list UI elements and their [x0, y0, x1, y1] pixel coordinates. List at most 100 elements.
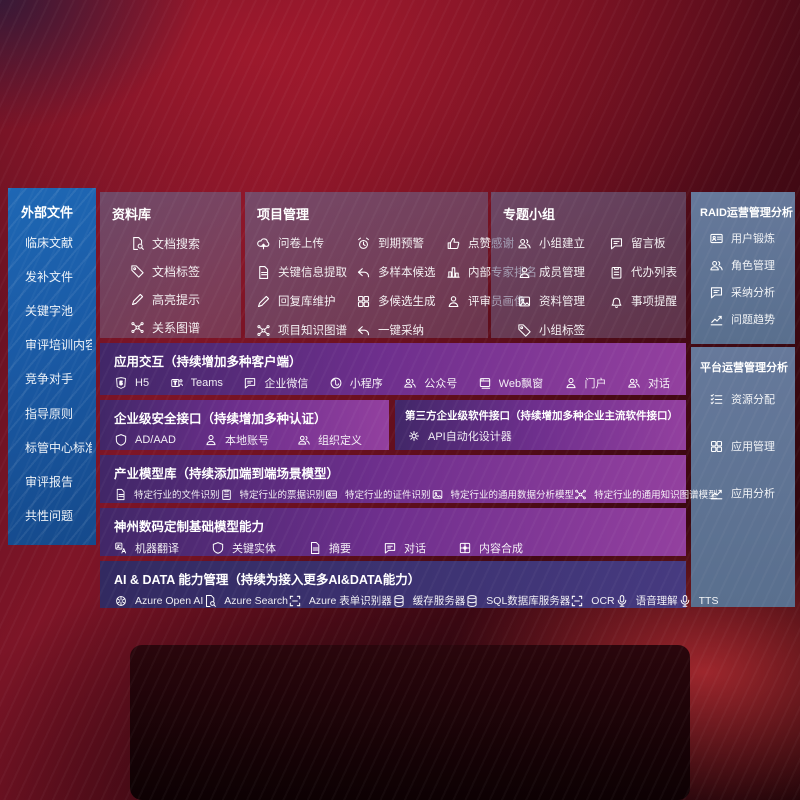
sidebar-item[interactable]: 审评培训内容 [25, 336, 92, 353]
item-label: 摘要 [329, 543, 351, 555]
mic-icon [617, 594, 626, 607]
sidebar-item[interactable]: 审评报告 [25, 473, 92, 490]
project-item[interactable]: 关键信息提取 [256, 264, 352, 280]
people-icon [404, 378, 416, 388]
item-label: Azure 表单识别器 [308, 595, 392, 607]
service-item[interactable]: SQL数据库服务器 [465, 593, 570, 608]
cloud-icon [257, 237, 270, 249]
client-item[interactable]: 公众号 [403, 375, 457, 391]
repository-item[interactable]: 文档搜索 [130, 235, 241, 252]
client-item[interactable]: 门户 [564, 375, 607, 391]
platform-item[interactable]: 资源分配 [709, 391, 795, 407]
item-label: 应用管理 [731, 441, 775, 453]
thirdparty-interface-band: 第三方企业级软件接口（持续增加多种企业主流软件接口） API自动化设计器 [395, 400, 686, 450]
project-item[interactable]: 问卷上传 [256, 235, 352, 251]
model-item[interactable]: 特定行业的通用数据分析模型 [431, 487, 574, 501]
service-item[interactable]: 缓存服务器 [392, 593, 465, 608]
frame-icon [289, 595, 301, 606]
client-item[interactable]: Teams [170, 376, 223, 390]
capability-item[interactable]: 内容合成 [458, 540, 523, 556]
capability-item[interactable]: 对话 [383, 540, 426, 556]
service-item[interactable]: Azure 表单识别器 [288, 593, 392, 608]
platform-item[interactable]: 应用分析 [709, 485, 795, 501]
service-item[interactable]: TTS [678, 594, 718, 608]
auth-item[interactable]: AD/AAD [114, 433, 176, 447]
repository-item[interactable]: 关系图谱 [130, 319, 241, 336]
service-item[interactable]: Azure Search [203, 594, 288, 608]
pen-icon [131, 293, 144, 306]
person-icon [565, 378, 576, 389]
model-item[interactable]: 特定行业的票据识别 [220, 487, 325, 501]
topic-item[interactable]: 资料管理 [517, 293, 609, 309]
repository-item[interactable]: 高亮提示 [130, 291, 241, 308]
raid-item[interactable]: 采纳分析 [709, 284, 795, 300]
item-label: 审评培训内容 [25, 338, 92, 353]
client-item[interactable]: Web飘窗 [478, 375, 543, 391]
rank-icon [447, 266, 460, 278]
topic-item[interactable]: 事项提醒 [609, 293, 682, 309]
sidebar-item[interactable]: 临床文献 [25, 234, 92, 251]
model-item[interactable]: 特定行业的文件识别 [114, 487, 220, 501]
band-title: 企业级安全接口（持续增加多种认证） [114, 412, 327, 426]
sidebar-item[interactable]: 指导原则 [25, 405, 92, 422]
project-item[interactable]: 一键采纳 [356, 322, 442, 338]
item-label: 角色管理 [731, 260, 775, 272]
project-item[interactable]: 多候选生成 [356, 293, 442, 309]
repository-item[interactable]: 文档标签 [130, 263, 241, 280]
item-label: 资料管理 [539, 296, 585, 308]
client-item[interactable]: 小程序 [329, 375, 383, 391]
topic-item[interactable]: 成员管理 [517, 264, 609, 280]
item-label: 关键字池 [25, 304, 74, 319]
project-item[interactable]: 到期预警 [356, 235, 442, 251]
item-label: 特定行业的文件识别 [134, 490, 220, 501]
band-title: 产业模型库（持续添加端到端场景模型） [114, 467, 340, 481]
raid-item[interactable]: 用户锻炼 [709, 230, 795, 246]
model-item[interactable]: 特定行业的证件识别 [325, 487, 431, 501]
trend-icon [710, 315, 723, 325]
sidebar-item[interactable]: 竞争对手 [25, 370, 92, 387]
gear-icon [408, 430, 420, 442]
industry-model-band: 产业模型库（持续添加端到端场景模型） 特定行业的文件识别 特定行业的票据识别 特定行… [100, 455, 718, 503]
swirl-icon [116, 595, 126, 606]
client-item[interactable]: H5 [114, 376, 149, 390]
project-item[interactable]: 多样本候选 [356, 264, 442, 280]
project-item[interactable]: 回复库维护 [256, 293, 352, 309]
topic-item[interactable]: 留言板 [609, 235, 682, 251]
item-label: 共性问题 [25, 509, 74, 524]
platform-item[interactable]: 应用管理 [709, 438, 795, 454]
capability-item[interactable]: 机器翻译 [114, 540, 179, 556]
service-item[interactable]: 语音理解 [615, 593, 678, 608]
item-label: 审评报告 [25, 475, 74, 490]
raid-item[interactable]: 角色管理 [709, 257, 795, 273]
auth-item[interactable]: 组织定义 [297, 432, 362, 448]
item-label: API自动化设计器 [428, 431, 512, 443]
item-label: 成员管理 [539, 267, 585, 279]
topic-item[interactable]: 小组建立 [517, 235, 609, 251]
sidebar-item[interactable]: 标管中心标准 [25, 439, 92, 456]
raid-item[interactable]: 问题趋势 [709, 311, 795, 327]
capability-item[interactable]: 关键实体 [211, 540, 276, 556]
item-label: 到期预警 [378, 238, 424, 250]
people-icon [628, 378, 640, 388]
sidebar-item[interactable]: 关键字池 [25, 302, 92, 319]
topic-item[interactable]: 小组标签 [517, 322, 609, 338]
api-item[interactable]: API自动化设计器 [407, 428, 512, 444]
model-item[interactable]: 特定行业的通用知识图谱模型 [574, 487, 718, 501]
topic-item[interactable]: 代办列表 [609, 264, 682, 280]
capability-item[interactable]: 摘要 [308, 540, 351, 556]
item-label: 多候选生成 [378, 296, 436, 308]
doc-icon [116, 488, 125, 500]
doc-search-icon [133, 237, 144, 250]
client-item[interactable]: 对话 [627, 375, 670, 391]
service-item[interactable]: OCR [570, 594, 615, 608]
sidebar-item[interactable]: 发补文件 [25, 268, 92, 285]
chat-icon [245, 378, 256, 389]
item-label: 公众号 [424, 378, 458, 390]
arrow-icon [357, 267, 370, 277]
sidebar-item[interactable]: 共性问题 [25, 507, 92, 524]
auth-item[interactable]: 本地账号 [204, 432, 269, 448]
project-item[interactable]: 项目知识图谱 [256, 322, 352, 338]
service-item[interactable]: Azure Open AI [114, 594, 203, 608]
client-item[interactable]: 企业微信 [243, 375, 308, 391]
alarm-icon [358, 237, 369, 249]
